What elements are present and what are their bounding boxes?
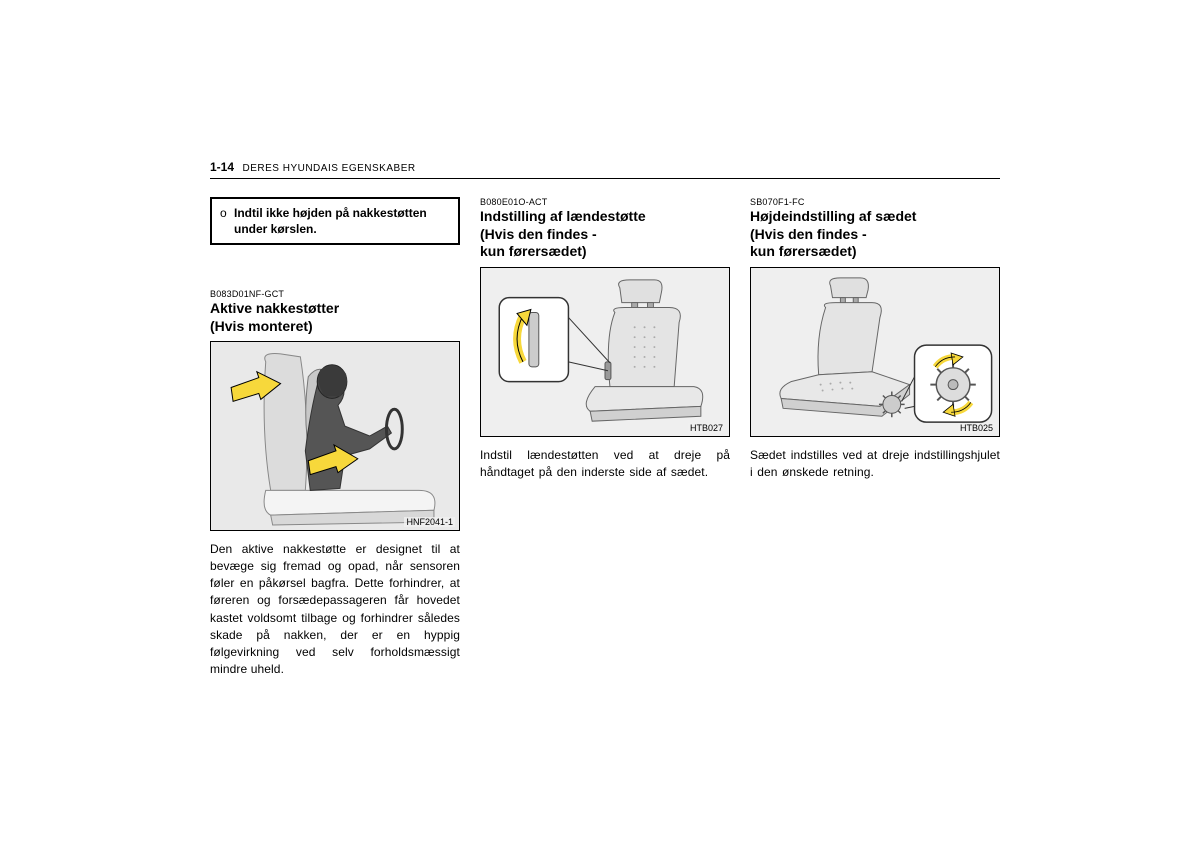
figure-label: HTB027: [688, 423, 725, 433]
section-code: B080E01O-ACT: [480, 197, 730, 207]
columns-container: o Indtil ikke højden på nakkestøtten und…: [210, 197, 1000, 678]
warning-bullet: o: [220, 205, 234, 237]
figure-active-headrest: HNF2041-1: [210, 341, 460, 531]
figure-seat-height: HTB025: [750, 267, 1000, 437]
figure-label: HTB025: [958, 423, 995, 433]
figure-lumbar: HTB027: [480, 267, 730, 437]
figure-label: HNF2041-1: [404, 517, 455, 527]
body-text-lumbar: Indstil lændestøtten ved at dreje på hån…: [480, 447, 730, 481]
body-text-seat-height: Sædet indstilles ved at dreje indstillin…: [750, 447, 1000, 481]
section-title-active-headrest: Aktive nakkestøtter (Hvis monteret): [210, 300, 460, 335]
lumbar-illustration: [481, 268, 729, 436]
section-title-lumbar: Indstilling af lændestøtte (Hvis den fin…: [480, 208, 730, 261]
column-3: SB070F1-FC Højdeindstilling af sædet (Hv…: [750, 197, 1000, 678]
warning-box: o Indtil ikke højden på nakkestøtten und…: [210, 197, 460, 245]
page-header: 1-14 DERES HYUNDAIS EGENSKABER: [210, 158, 1000, 179]
section-code: SB070F1-FC: [750, 197, 1000, 207]
column-1: o Indtil ikke højden på nakkestøtten und…: [210, 197, 460, 678]
page-content: 1-14 DERES HYUNDAIS EGENSKABER o Indtil …: [210, 158, 1000, 678]
column-2: B080E01O-ACT Indstilling af lændestøtte …: [480, 197, 730, 678]
seat-height-illustration: [751, 268, 999, 436]
body-text-headrest: Den aktive nakkestøtte er designet til a…: [210, 541, 460, 677]
page-number: 1-14: [210, 160, 234, 174]
warning-text: Indtil ikke højden på nakkestøtten under…: [234, 205, 450, 237]
headrest-illustration: [211, 342, 459, 530]
section-title-seat-height: Højdeindstilling af sædet (Hvis den find…: [750, 208, 1000, 261]
section-code: B083D01NF-GCT: [210, 289, 460, 299]
header-title: DERES HYUNDAIS EGENSKABER: [242, 163, 415, 174]
